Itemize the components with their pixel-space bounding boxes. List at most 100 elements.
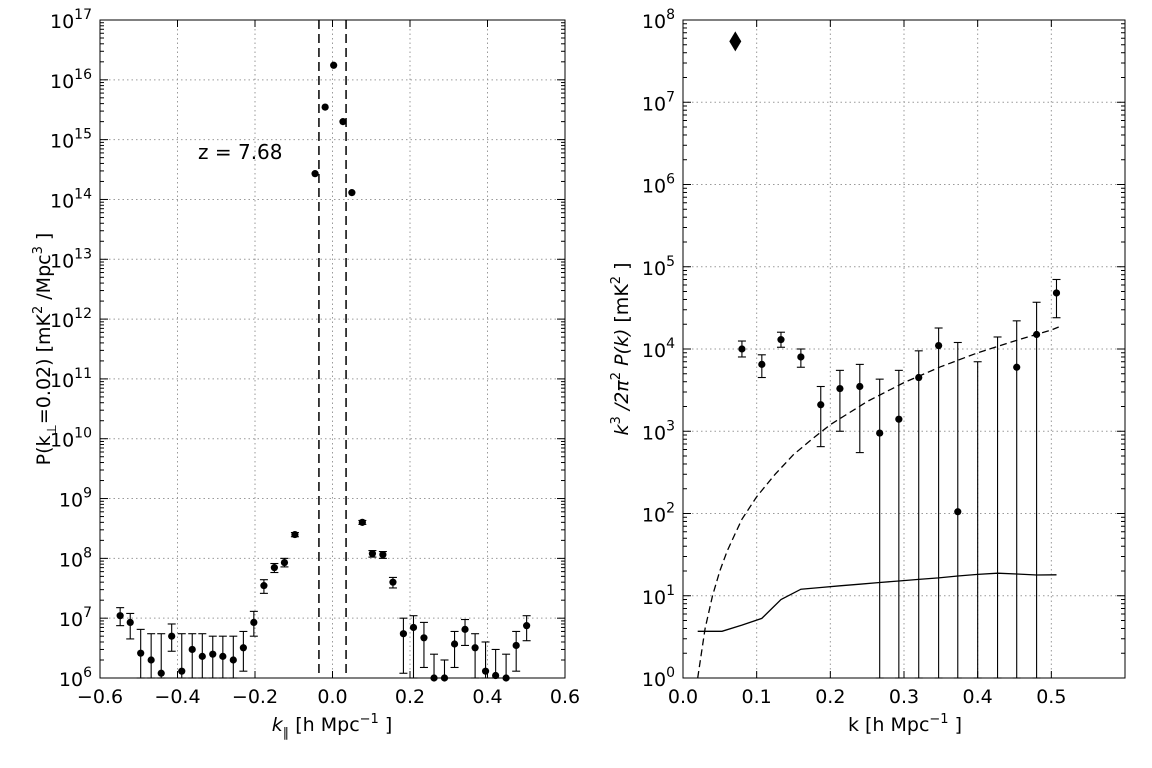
- right-ytick-label: 104: [642, 336, 675, 362]
- left-x-axis-label: k∥ [h Mpc−1 ]: [272, 712, 393, 741]
- left-data-point: [219, 652, 227, 660]
- left-ytick-label: 1010: [50, 426, 92, 452]
- left-points: [116, 61, 531, 682]
- left-data-point: [229, 656, 237, 664]
- right-data-point: [817, 401, 825, 409]
- left-xtick-label: 0.0: [317, 686, 347, 708]
- right-ytick-label: 106: [642, 172, 675, 198]
- right-data-point: [856, 382, 864, 391]
- left-data-point: [116, 612, 124, 620]
- right-points: [738, 289, 1061, 516]
- right-xtick-label: 0.2: [815, 686, 845, 708]
- left-ytick-label: 1013: [50, 246, 92, 272]
- left-y-axis-label: P(k⊥=0.02) [mK2 /Mpc3 ]: [31, 233, 60, 466]
- left-xtick-label: −0.6: [77, 686, 123, 708]
- left-data-point: [358, 518, 366, 526]
- left-data-point: [339, 118, 347, 126]
- right-xtick-label: 0.0: [668, 686, 698, 708]
- left-ytick-label: 1014: [50, 186, 92, 212]
- left-annotation: z = 7.68: [198, 140, 283, 164]
- right-data-point: [738, 345, 746, 353]
- left-data-point: [389, 578, 397, 586]
- right-xtick-label: 0.5: [1036, 686, 1066, 708]
- right-x-ticks: 0.0 0.1 0.2 0.3 0.4 0.5: [668, 20, 1066, 708]
- left-ytick-label: 1017: [50, 7, 92, 33]
- right-xtick-label: 0.1: [742, 686, 772, 708]
- right-data-point: [836, 385, 844, 393]
- left-data-point: [368, 550, 377, 558]
- right-data-point: [915, 373, 923, 382]
- right-diamond-marker: [729, 31, 742, 52]
- left-data-point: [270, 564, 278, 572]
- right-solid-curve: [697, 572, 1057, 632]
- right-data-point: [876, 429, 884, 437]
- right-data-point: [777, 336, 785, 344]
- left-data-point: [209, 650, 217, 658]
- left-data-point: [168, 632, 176, 640]
- right-ytick-label: 107: [642, 89, 675, 115]
- left-data-point: [239, 644, 247, 652]
- right-data-point: [954, 508, 962, 516]
- left-data-point: [348, 189, 356, 197]
- left-data-point: [321, 103, 329, 111]
- left-data-point: [461, 625, 469, 633]
- left-data-point: [492, 671, 500, 680]
- right-xtick-label: 0.4: [963, 686, 993, 708]
- left-data-point: [409, 623, 418, 632]
- left-data-point: [137, 649, 145, 657]
- right-data-point: [797, 353, 805, 361]
- right-ytick-label: 105: [642, 254, 675, 280]
- right-dashed-curve: [697, 326, 1059, 679]
- left-ytick-label: 1012: [50, 306, 92, 332]
- left-data-point: [188, 645, 196, 654]
- left-data-point: [471, 644, 479, 652]
- right-xtick-label: 0.3: [889, 686, 919, 708]
- right-data-point: [1052, 289, 1061, 297]
- left-ytick-label: 108: [59, 545, 92, 571]
- left-data-point: [178, 667, 186, 675]
- right-data-point: [1013, 363, 1021, 371]
- left-xtick-label: 0.4: [472, 686, 502, 708]
- left-xtick-label: −0.4: [154, 686, 200, 708]
- left-y-ticks: 106 107 108 109 1010 1011 1012 1013 1014 1015 1016…: [50, 7, 565, 691]
- right-ytick-label: 100: [642, 665, 675, 691]
- left-ytick-label: 1016: [50, 67, 92, 93]
- left-data-point: [250, 618, 258, 627]
- left-xtick-label: −0.2: [232, 686, 278, 708]
- left-ytick-label: 1011: [50, 366, 92, 392]
- left-data-point: [481, 667, 490, 675]
- left-ytick-label: 1015: [50, 127, 92, 153]
- left-data-point: [379, 551, 387, 559]
- right-grid: [682, 19, 1125, 679]
- right-data-point: [935, 341, 943, 350]
- left-x-ticks: −0.6 −0.4 −0.2 0.0 0.2 0.4 0.6: [77, 20, 580, 708]
- left-data-point: [399, 630, 408, 638]
- right-errorbars: [737, 278, 1061, 679]
- right-ytick-label: 102: [642, 501, 675, 527]
- left-data-point: [198, 652, 206, 660]
- left-ytick-label: 109: [59, 486, 92, 512]
- left-data-point: [260, 582, 268, 590]
- right-ytick-label: 103: [642, 418, 675, 444]
- left-xtick-label: 0.2: [395, 686, 425, 708]
- right-data-point: [758, 360, 766, 368]
- right-data-point: [895, 415, 903, 423]
- left-data-point: [311, 170, 319, 178]
- left-data-point: [450, 640, 459, 648]
- left-data-point: [512, 641, 520, 650]
- left-data-point: [126, 618, 134, 627]
- left-grid: [99, 19, 566, 679]
- right-ytick-label: 101: [642, 583, 675, 609]
- left-data-point: [157, 669, 165, 677]
- right-y-axis-label: k3 /2π2 P(k) [mK2 ]: [609, 262, 633, 435]
- right-panel: 0.0 0.1 0.2 0.3 0.4 0.5 100 101 102 103 104 105 106…: [609, 7, 1126, 736]
- left-panel: −0.6 −0.4 −0.2 0.0 0.2 0.4 0.6 106 107 108 109 101…: [31, 7, 580, 741]
- left-ytick-label: 107: [59, 605, 92, 631]
- left-data-point: [280, 558, 289, 567]
- left-data-point: [420, 634, 428, 642]
- right-data-point: [1033, 330, 1041, 339]
- left-data-point: [147, 656, 155, 664]
- left-errorbars: [116, 519, 531, 679]
- left-xtick-label: 0.6: [550, 686, 580, 708]
